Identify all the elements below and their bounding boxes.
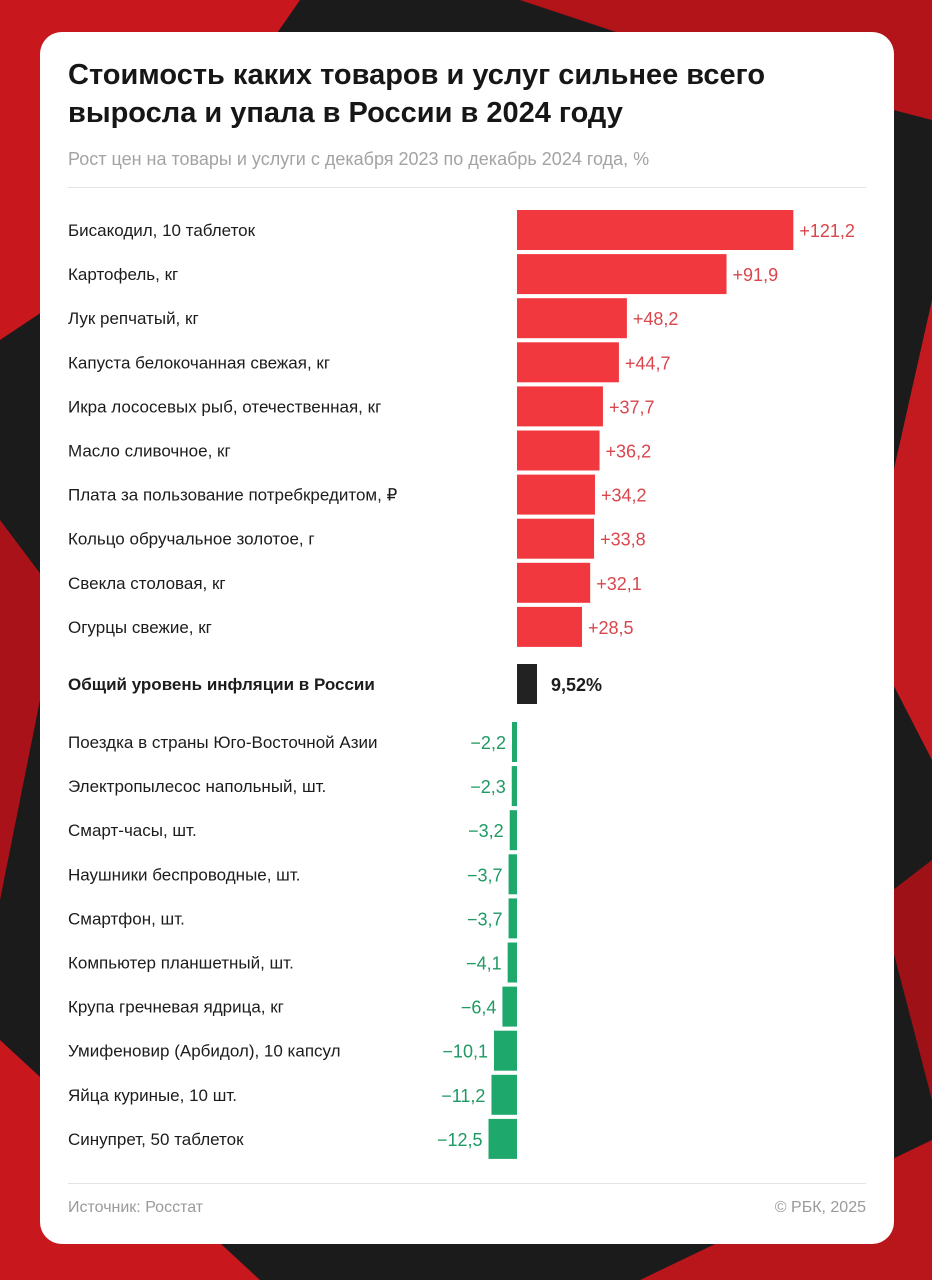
value-label: +121,2	[799, 221, 855, 241]
value-label: −3,7	[467, 909, 503, 929]
category-label: Общий уровень инфляции в России	[68, 675, 375, 694]
bar-up-4	[517, 386, 603, 427]
bar-down-5	[507, 942, 517, 983]
bottom-divider	[68, 1183, 866, 1184]
value-label: +44,7	[625, 353, 671, 373]
bar-up-3	[517, 342, 619, 383]
value-label: −2,2	[470, 733, 506, 753]
category-label: Крупа гречневая ядрица, кг	[68, 998, 284, 1017]
bar-up-9	[517, 606, 582, 647]
category-label: Синупрет, 50 таблеток	[68, 1130, 244, 1149]
chart-title: Стоимость каких товаров и услуг сильнее …	[68, 59, 766, 129]
category-label: Смарт-часы, шт.	[68, 821, 197, 840]
value-label: −4,1	[466, 954, 502, 974]
value-label: −3,7	[467, 865, 503, 885]
bar-down-6	[502, 986, 517, 1027]
category-label: Наушники беспроводные, шт.	[68, 865, 300, 884]
value-label: −10,1	[442, 1042, 488, 1062]
value-label: +37,7	[609, 397, 655, 417]
bar-down-9	[488, 1118, 517, 1159]
value-label: +48,2	[633, 309, 679, 329]
bar-down-3	[508, 854, 517, 895]
bar-down-7	[493, 1030, 517, 1071]
category-label: Лук репчатый, кг	[68, 309, 199, 328]
value-label: +36,2	[606, 442, 652, 462]
category-label: Огурцы свежие, кг	[68, 618, 212, 637]
top-divider	[68, 187, 866, 188]
category-label: Электропылесос напольный, шт.	[68, 777, 326, 796]
bar-down-1	[511, 766, 517, 807]
value-label: +28,5	[588, 618, 634, 638]
bar-inflation-0	[517, 664, 537, 704]
value-label: −12,5	[437, 1130, 483, 1150]
value-label: −6,4	[461, 998, 497, 1018]
bar-down-0	[511, 722, 517, 762]
bar-down-8	[491, 1074, 517, 1115]
value-label: +33,8	[600, 530, 646, 550]
category-label: Свекла столовая, кг	[68, 574, 226, 593]
category-label: Смартфон, шт.	[68, 909, 185, 928]
bar-up-7	[517, 518, 595, 559]
value-label: −11,2	[441, 1086, 485, 1106]
bar-up-0	[517, 210, 794, 250]
category-label: Бисакодил, 10 таблеток	[68, 221, 256, 240]
bar-down-4	[508, 898, 517, 939]
value-label: −3,2	[468, 821, 504, 841]
value-label: +32,1	[596, 574, 642, 594]
value-label: 9,52%	[551, 675, 602, 695]
bar-chart: Бисакодил, 10 таблеток +121,2 Картофель, к…	[68, 210, 855, 1159]
category-label: Икра лососевых рыб, отечественная, кг	[68, 397, 381, 416]
bar-up-8	[517, 562, 591, 603]
bar-up-2	[517, 298, 627, 339]
source-note: Источник: Росстат	[68, 1199, 204, 1216]
category-label: Умифеновир (Арбидол), 10 капсул	[68, 1042, 341, 1061]
category-label: Поездка в страны Юго-Восточной Азии	[68, 733, 378, 752]
value-label: −2,3	[470, 777, 506, 797]
category-label: Картофель, кг	[68, 265, 178, 284]
category-label: Компьютер планшетный, шт.	[68, 954, 294, 973]
category-label: Масло сливочное, кг	[68, 442, 231, 461]
value-label: +34,2	[601, 486, 647, 506]
copyright-note: © РБК, 2025	[774, 1199, 866, 1216]
infographic-card: Стоимость каких товаров и услуг сильнее …	[40, 32, 894, 1244]
category-label: Яйца куриные, 10 шт.	[68, 1086, 237, 1105]
category-label: Кольцо обручальное золотое, г	[68, 530, 315, 549]
value-label: +91,9	[733, 265, 779, 285]
bar-up-1	[517, 254, 727, 295]
bar-up-6	[517, 474, 595, 515]
category-label: Капуста белокочанная свежая, кг	[68, 353, 330, 372]
category-label: Плата за пользование потребкредитом, ₽	[68, 486, 398, 505]
bar-down-2	[509, 810, 517, 851]
bar-up-5	[517, 430, 600, 471]
chart-subtitle: Рост цен на товары и услуги с декабря 20…	[68, 149, 650, 169]
